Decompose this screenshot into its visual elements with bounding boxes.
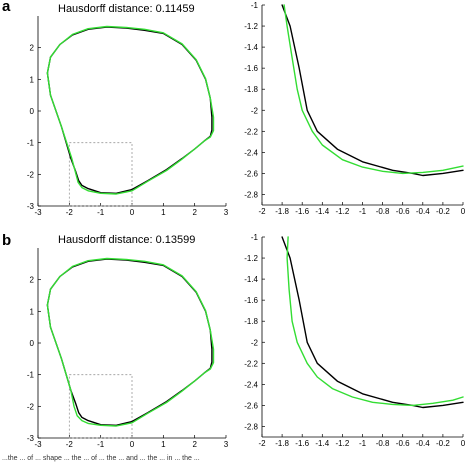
panel-label-a: a	[2, 0, 11, 15]
y-tick-label: -3	[27, 202, 35, 211]
panel-b-title: Hausdorff distance: 0.13599	[58, 234, 195, 246]
zoom-region-box	[68, 374, 133, 439]
x-tick-label: -0.4	[416, 439, 430, 448]
x-tick-label: -1.2	[336, 207, 350, 216]
y-tick-label: -2	[27, 402, 35, 411]
green-contour-line	[46, 25, 215, 195]
panel-a-zoom-plot: -2 -1.8 -1.6 -1.4 -1.2 -1 -0.8 -0.6 -0.4 -0.2 0-1-…	[244, 1, 466, 216]
y-tick-label: -2.4	[244, 380, 258, 389]
y-tick-label: -2	[251, 338, 259, 347]
x-tick-label: -2	[258, 207, 266, 216]
y-tick-label: 2	[30, 44, 35, 53]
x-tick-label: -2	[258, 439, 266, 448]
x-tick-label: -2	[66, 440, 74, 449]
y-tick-label: -2.8	[244, 422, 258, 431]
x-tick-label: 3	[224, 440, 229, 449]
y-tick-label: -1.2	[244, 22, 258, 31]
x-tick-label: 2	[192, 440, 197, 449]
y-tick-label: 2	[30, 276, 35, 285]
y-tick-label: -1.8	[244, 85, 258, 94]
y-tick-label: -1	[27, 139, 35, 148]
y-tick-label: -3	[27, 434, 35, 443]
black-contour-line	[46, 26, 213, 195]
x-tick-label: 0	[461, 207, 466, 216]
x-tick-label: -1.8	[275, 439, 289, 448]
black-contour-line	[46, 258, 213, 426]
x-tick-label: -0.6	[396, 439, 410, 448]
x-tick-label: -0.2	[436, 207, 450, 216]
x-tick-label: 0	[461, 439, 466, 448]
green-contour-line	[286, 236, 464, 407]
y-tick-label: -1.4	[244, 275, 258, 284]
figure-caption-cutoff: ...the ... of ... shape ... the ... of .…	[2, 455, 200, 462]
y-tick-label: -1	[27, 371, 35, 380]
y-tick-label: -2.2	[244, 127, 258, 136]
y-tick-label: -2.4	[244, 148, 258, 157]
x-tick-label: -0.2	[436, 439, 450, 448]
panel-a-shape-plot: -3 -2 -1 0 1 2 3 -3 -2 -1 0 1 2	[27, 16, 229, 217]
y-tick-label: -2.8	[244, 190, 258, 199]
x-tick-label: -1	[359, 207, 367, 216]
y-tick-label: 0	[30, 107, 35, 116]
x-tick-label: 1	[161, 208, 166, 217]
x-tick-label: 3	[224, 208, 229, 217]
y-tick-label: -1.8	[244, 317, 258, 326]
x-tick-label: 0	[130, 440, 135, 449]
x-tick-label: -1.6	[295, 439, 309, 448]
x-tick-label: 2	[192, 208, 197, 217]
panel-label-b: b	[2, 232, 11, 249]
x-tick-label: -3	[34, 440, 42, 449]
x-tick-label: -0.8	[376, 439, 390, 448]
y-tick-label: -2	[27, 170, 35, 179]
y-tick-label: 1	[30, 307, 35, 316]
green-contour-line	[46, 257, 215, 427]
x-tick-label: 0	[130, 208, 135, 217]
panel-a-title: Hausdorff distance: 0.11459	[58, 3, 195, 15]
x-tick-label: -2	[66, 208, 74, 217]
x-tick-label: -0.8	[376, 207, 390, 216]
panel-b-zoom-plot: -2 -1.8 -1.6 -1.4 -1.2 -1 -0.8 -0.6 -0.4 -0.2 0-1-…	[244, 233, 466, 448]
y-tick-label: 1	[30, 75, 35, 84]
green-contour-line	[283, 4, 464, 175]
x-tick-label: -1.8	[275, 207, 289, 216]
black-contour-line	[281, 236, 464, 409]
y-tick-label: -1.6	[244, 296, 258, 305]
zoom-region-box	[68, 142, 133, 207]
x-tick-label: -1	[97, 440, 105, 449]
x-tick-label: -1	[359, 439, 367, 448]
y-tick-label: -2.6	[244, 401, 258, 410]
y-tick-label: -2	[251, 106, 259, 115]
x-tick-label: -1.4	[315, 439, 329, 448]
y-tick-label: -1.4	[244, 43, 258, 52]
x-tick-label: -1.2	[336, 439, 350, 448]
y-tick-label: -2.6	[244, 169, 258, 178]
x-tick-label: -0.4	[416, 207, 430, 216]
y-tick-label: -1	[251, 1, 259, 10]
x-tick-label: -1.4	[315, 207, 329, 216]
x-tick-label: 1	[161, 440, 166, 449]
y-tick-label: -1.2	[244, 254, 258, 263]
panel-b-shape-plot: -3 -2 -1 0 1 2 3 -3 -2 -1 0 1 2	[27, 248, 229, 449]
y-tick-label: -2.2	[244, 359, 258, 368]
y-tick-label: -1	[251, 233, 259, 242]
black-contour-line	[281, 4, 464, 177]
x-tick-label: -0.6	[396, 207, 410, 216]
x-tick-label: -1.6	[295, 207, 309, 216]
y-tick-label: 0	[30, 339, 35, 348]
y-tick-label: -1.6	[244, 64, 258, 73]
x-tick-label: -3	[34, 208, 42, 217]
x-tick-label: -1	[97, 208, 105, 217]
